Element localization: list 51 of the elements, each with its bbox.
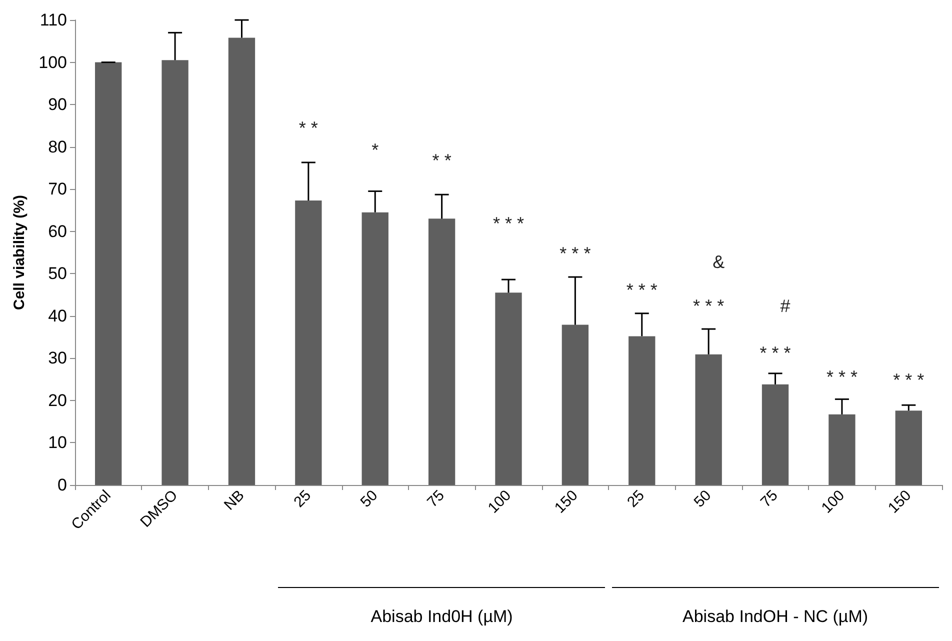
annotation: * * * — [826, 366, 858, 387]
y-axis-title: Cell viability (%) — [11, 194, 28, 310]
y-tick-label: 10 — [48, 433, 67, 452]
bar — [295, 200, 322, 485]
y-tick-label: 110 — [40, 10, 67, 30]
bar — [628, 336, 656, 485]
x-tick-label: 100 — [484, 486, 515, 517]
y-tick-label: 0 — [58, 476, 67, 494]
bar — [495, 292, 522, 485]
bar — [695, 354, 722, 485]
x-tick-label: 50 — [690, 486, 715, 511]
annotation: * * — [298, 118, 318, 138]
bar — [828, 414, 856, 485]
bar — [762, 384, 789, 485]
x-tick-label: 100 — [818, 486, 848, 517]
y-tick-label: 70 — [48, 180, 67, 199]
x-tick-label: 75 — [424, 486, 448, 511]
x-tick-label: 75 — [757, 486, 782, 511]
bar — [95, 62, 122, 485]
annotation: * * * — [626, 280, 658, 300]
x-tick-label: 25 — [290, 486, 314, 511]
bar — [562, 324, 589, 485]
annotation: # — [780, 296, 790, 316]
x-tick-label: 25 — [624, 486, 648, 511]
annotation: * * * — [760, 343, 791, 364]
y-tick-label: 80 — [48, 137, 67, 156]
annotation: * * — [432, 150, 452, 170]
y-tick-label: 100 — [38, 52, 67, 72]
annotation: * * * — [492, 213, 524, 234]
text: Abisab Ind0H (µM) — [370, 607, 513, 627]
x-tick-label: 150 — [551, 486, 582, 517]
y-tick-label: 20 — [48, 390, 67, 410]
y-tick-label: 30 — [48, 348, 67, 368]
bar — [895, 410, 922, 485]
bar — [362, 212, 388, 485]
x-tick-label: 150 — [884, 486, 915, 517]
x-tick-label: NB — [220, 486, 248, 514]
bar — [428, 218, 456, 485]
x-tick-label: 50 — [357, 486, 382, 511]
y-tick-label: 40 — [48, 306, 67, 326]
annotation: * — [372, 140, 379, 160]
annotation: * * * — [560, 243, 591, 264]
annotation: & — [712, 252, 725, 272]
bar — [228, 38, 256, 485]
annotation: * * * — [693, 296, 724, 316]
annotation: * * * — [893, 370, 924, 390]
text: Abisab IndOH - NC (µM) — [682, 607, 868, 627]
y-tick-label: 90 — [48, 95, 67, 114]
y-tick-label: 60 — [48, 222, 67, 241]
y-tick-label: 50 — [48, 264, 67, 284]
bar — [162, 60, 188, 485]
